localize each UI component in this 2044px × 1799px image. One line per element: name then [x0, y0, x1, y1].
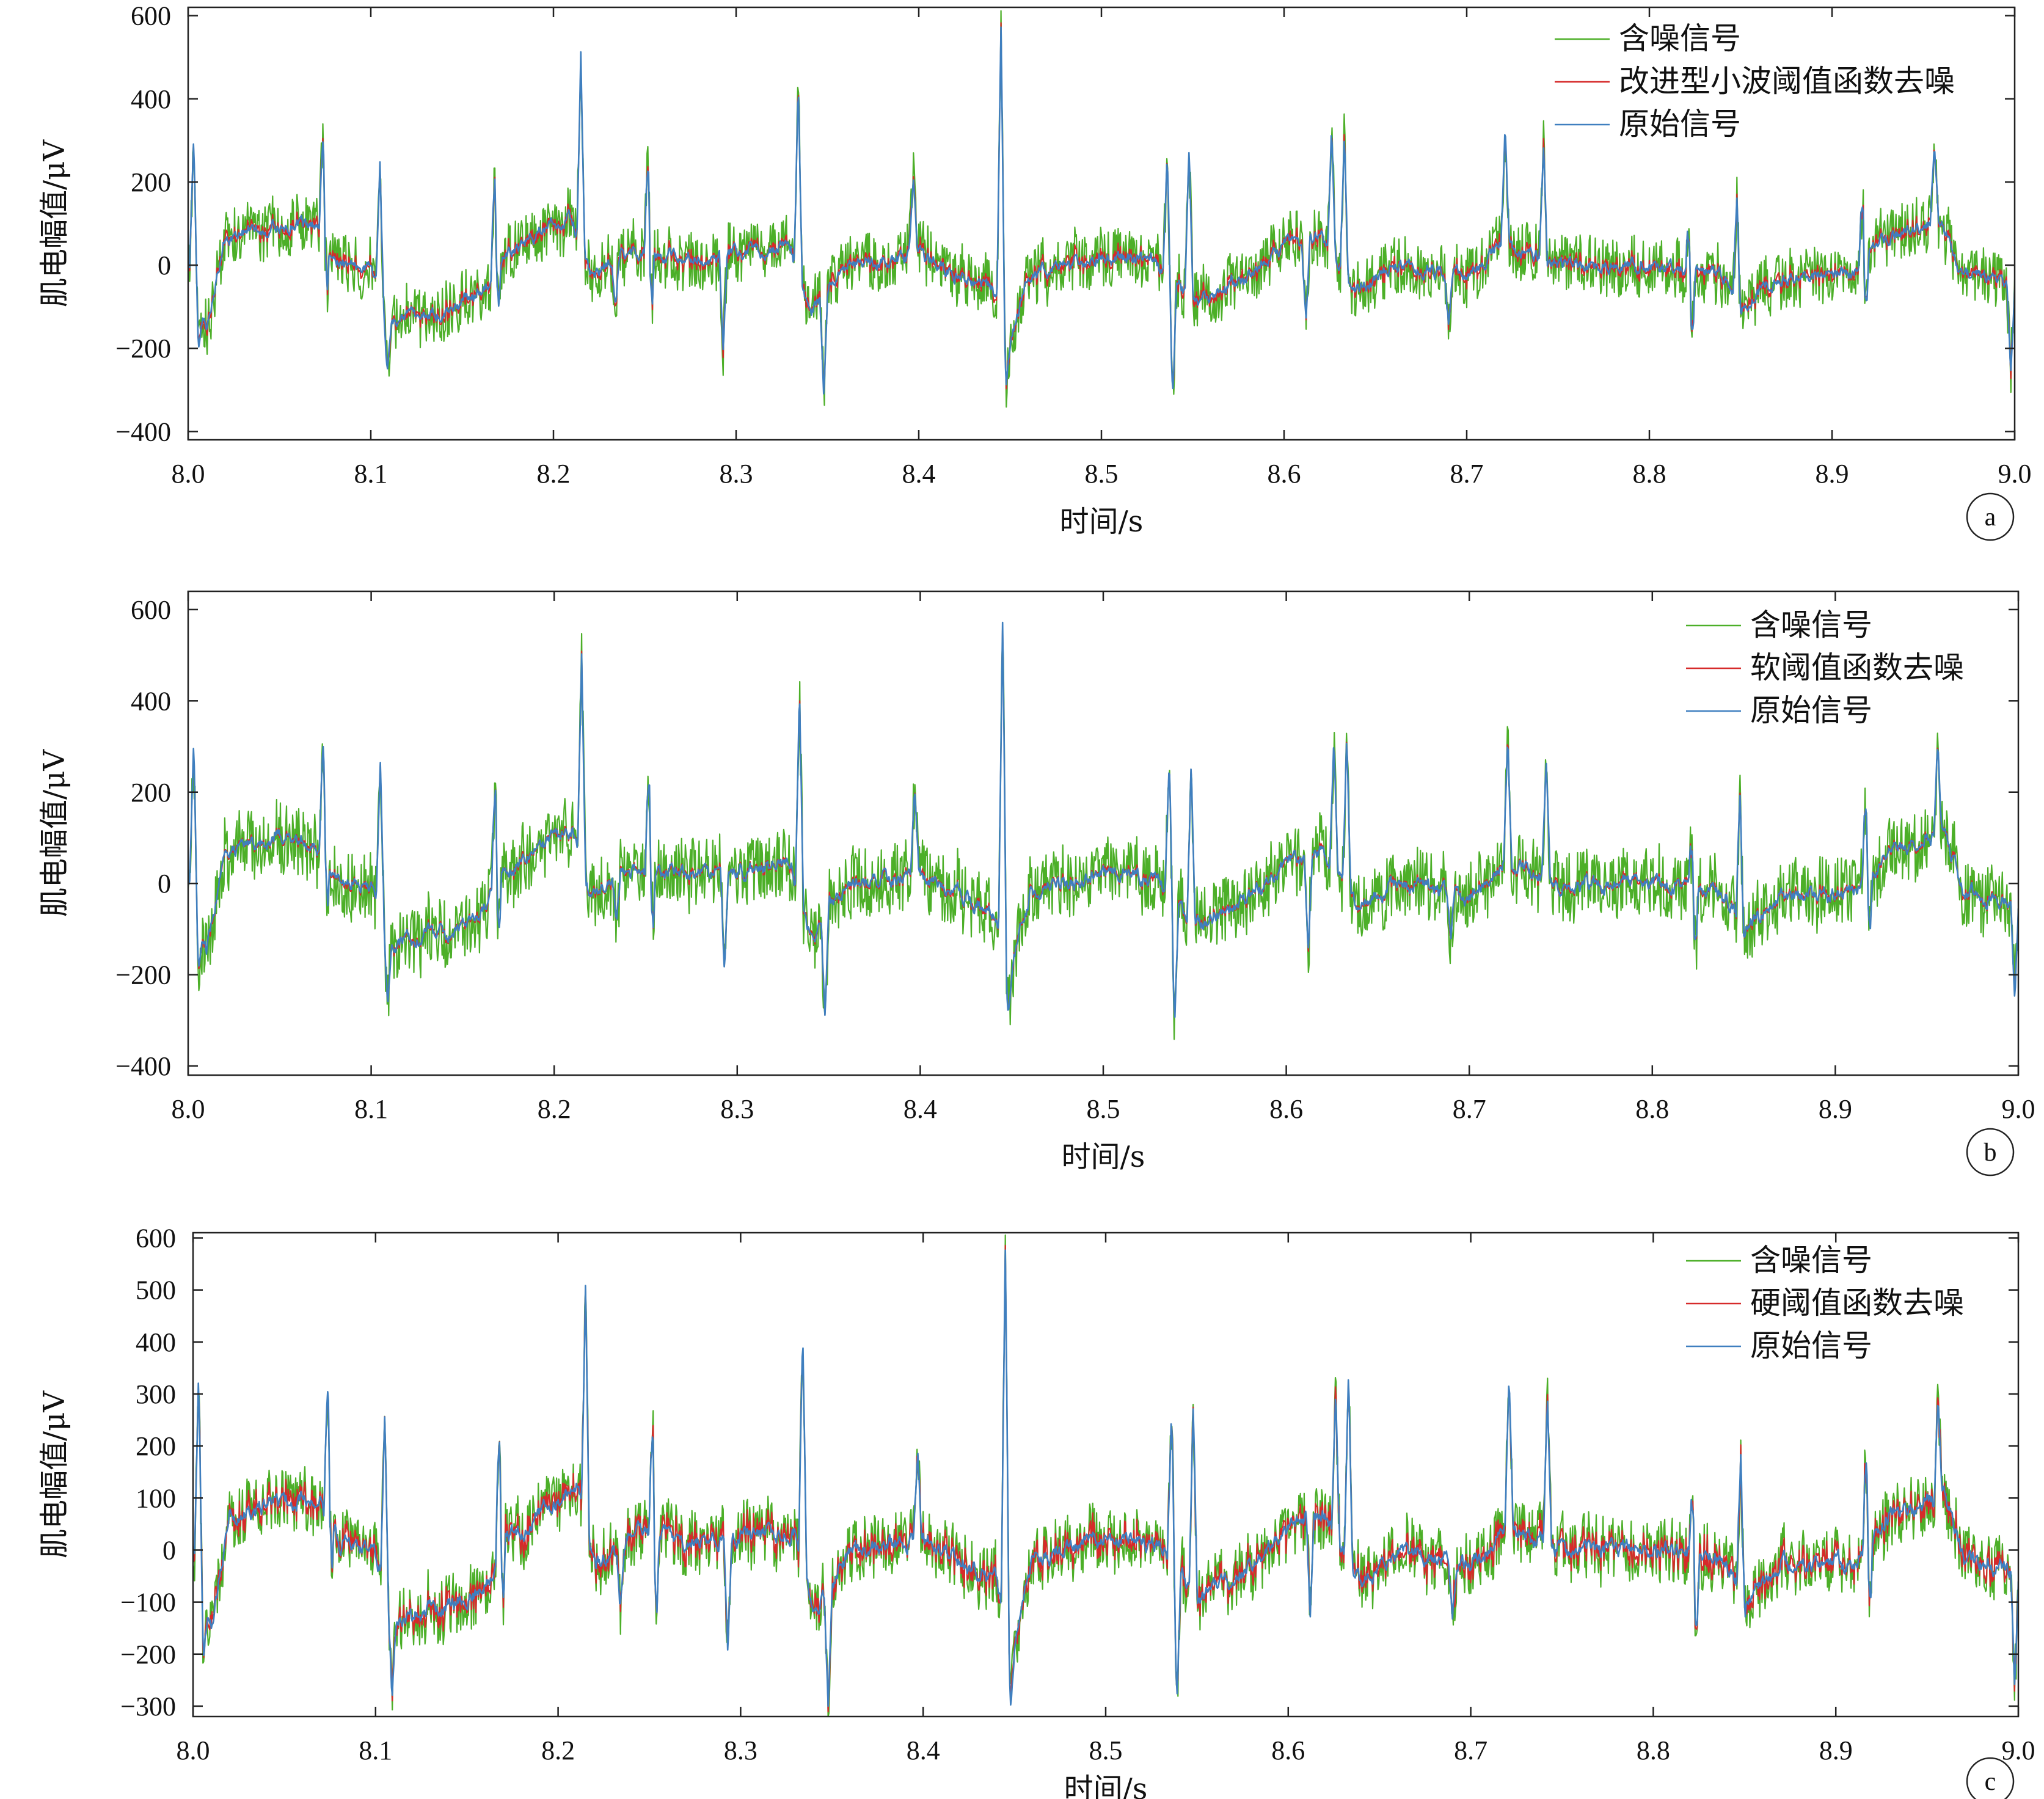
x-tick-label: 8.3: [720, 1094, 754, 1124]
y-tick-label: −400: [115, 417, 171, 447]
x-tick-label: 9.0: [2002, 1094, 2035, 1124]
x-tick-label: 8.9: [1816, 459, 1849, 489]
y-tick-label: 200: [131, 778, 171, 808]
noisy-signal-line: [193, 1234, 2018, 1717]
legend-label: 硬阈值函数去噪: [1750, 1285, 1964, 1321]
x-tick-label: 8.9: [1819, 1094, 1852, 1124]
y-tick-label: −300: [120, 1691, 176, 1721]
original-signal-line: [193, 1249, 2018, 1707]
y-tick-label: 100: [136, 1483, 176, 1513]
x-tick-label: 8.1: [354, 1094, 388, 1124]
x-tick-label: 8.8: [1635, 1094, 1669, 1124]
x-tick-label: 8.8: [1633, 459, 1666, 489]
x-tick-label: 9.0: [2002, 1735, 2035, 1765]
x-tick-label: 8.0: [177, 1735, 210, 1765]
denoised-signal-line: [193, 1244, 2018, 1713]
x-tick-label: 8.7: [1453, 1094, 1486, 1124]
y-tick-label: 600: [131, 595, 171, 625]
plot-area: [188, 10, 2015, 408]
y-tick-label: 500: [136, 1275, 176, 1305]
x-tick-label: 8.9: [1819, 1735, 1853, 1765]
x-tick-label: 8.2: [538, 1094, 571, 1124]
y-tick-label: 0: [158, 869, 171, 899]
plot-frame: [192, 1232, 2020, 1718]
x-tick-label: 8.6: [1268, 459, 1301, 489]
y-tick-label: −200: [120, 1640, 176, 1669]
chart-panel-c: 8.0 8.1 8.2 8.3 8.4 8.5 8.6 8.7 8.8 8.9 9.0 −300 −20…: [37, 1224, 2035, 1799]
plot-area: [188, 621, 2018, 1040]
original-signal-line: [188, 621, 2018, 1018]
y-axis-title: 肌电幅值/μV: [37, 139, 71, 307]
y-tick-label: 200: [136, 1431, 176, 1461]
x-tick-label: 8.4: [903, 1094, 937, 1124]
y-tick-label: 400: [136, 1327, 176, 1357]
y-tick-label: 400: [131, 84, 171, 114]
y-tick-label: 0: [162, 1535, 176, 1565]
panel-letter-circle: [1966, 1757, 2015, 1799]
y-tick-label: −100: [120, 1588, 176, 1618]
x-tick-label: 8.5: [1089, 1735, 1123, 1765]
x-tick-label: 8.4: [902, 459, 936, 489]
y-tick-label: 200: [131, 167, 171, 197]
x-tick-label: 8.6: [1271, 1735, 1305, 1765]
y-tick-label: 600: [136, 1224, 176, 1253]
x-axis-title: 时间/s: [1062, 1140, 1145, 1174]
x-axis-title: 时间/s: [1064, 1772, 1148, 1799]
panel-letter-circle: [1966, 492, 2015, 541]
y-axis-title: 肌电幅值/μV: [37, 749, 71, 917]
y-tick-label: −400: [115, 1051, 171, 1081]
x-tick-label: 8.7: [1450, 459, 1484, 489]
x-tick-label: 8.0: [172, 1094, 205, 1124]
legend-label: 原始信号: [1619, 106, 1741, 142]
y-tick-label: −200: [115, 960, 171, 990]
x-tick-label: 8.3: [724, 1735, 757, 1765]
y-tick-label: 400: [131, 686, 171, 716]
x-tick-label: 8.1: [354, 459, 388, 489]
legend-label: 含噪信号: [1619, 21, 1741, 56]
denoised-signal-line: [188, 624, 2018, 1016]
x-tick-label: 8.4: [907, 1735, 940, 1765]
plot-frame: [187, 590, 2020, 1076]
legend-label: 原始信号: [1750, 1328, 1872, 1363]
x-tick-label: 9.0: [1998, 459, 2032, 489]
panel-letter: c: [1985, 1768, 1996, 1796]
y-tick-label: 0: [158, 250, 171, 280]
noisy-signal-line: [188, 633, 2018, 1040]
x-tick-label: 8.6: [1269, 1094, 1303, 1124]
plot-area: [193, 1234, 2018, 1717]
original-signal-line: [188, 26, 2015, 395]
panel-letter-circle: [1966, 1128, 2015, 1177]
x-tick-label: 8.7: [1454, 1735, 1487, 1765]
chart-panel-b: 8.0 8.1 8.2 8.3 8.4 8.5 8.6 8.7 8.8 8.9 9.0 −400 −20…: [37, 590, 2035, 1177]
y-axis-title: 肌电幅值/μV: [37, 1390, 71, 1558]
legend-label: 含噪信号: [1750, 1243, 1872, 1278]
x-tick-label: 8.2: [537, 459, 571, 489]
panel-letter: a: [1985, 503, 1996, 531]
y-tick-label: 300: [136, 1379, 176, 1409]
x-tick-label: 8.8: [1637, 1735, 1670, 1765]
x-tick-label: 8.0: [172, 459, 205, 489]
chart-panel-a: 8.0 8.1 8.2 8.3 8.4 8.5 8.6 8.7 8.8 8.9 9.0 −400 −20…: [37, 1, 2032, 541]
legend-label: 改进型小波阈值函数去噪: [1619, 64, 1955, 99]
x-tick-label: 8.5: [1087, 1094, 1120, 1124]
x-tick-label: 8.5: [1085, 459, 1119, 489]
x-tick-label: 8.2: [541, 1735, 575, 1765]
x-axis-title: 时间/s: [1060, 505, 1144, 539]
y-tick-label: 600: [131, 1, 171, 31]
x-tick-label: 8.3: [720, 459, 753, 489]
x-tick-label: 8.1: [359, 1735, 392, 1765]
legend-label: 含噪信号: [1750, 607, 1872, 643]
legend-label: 软阈值函数去噪: [1750, 650, 1964, 685]
y-tick-label: −200: [115, 334, 171, 363]
panel-letter: b: [1984, 1139, 1997, 1167]
legend-label: 原始信号: [1750, 693, 1872, 728]
